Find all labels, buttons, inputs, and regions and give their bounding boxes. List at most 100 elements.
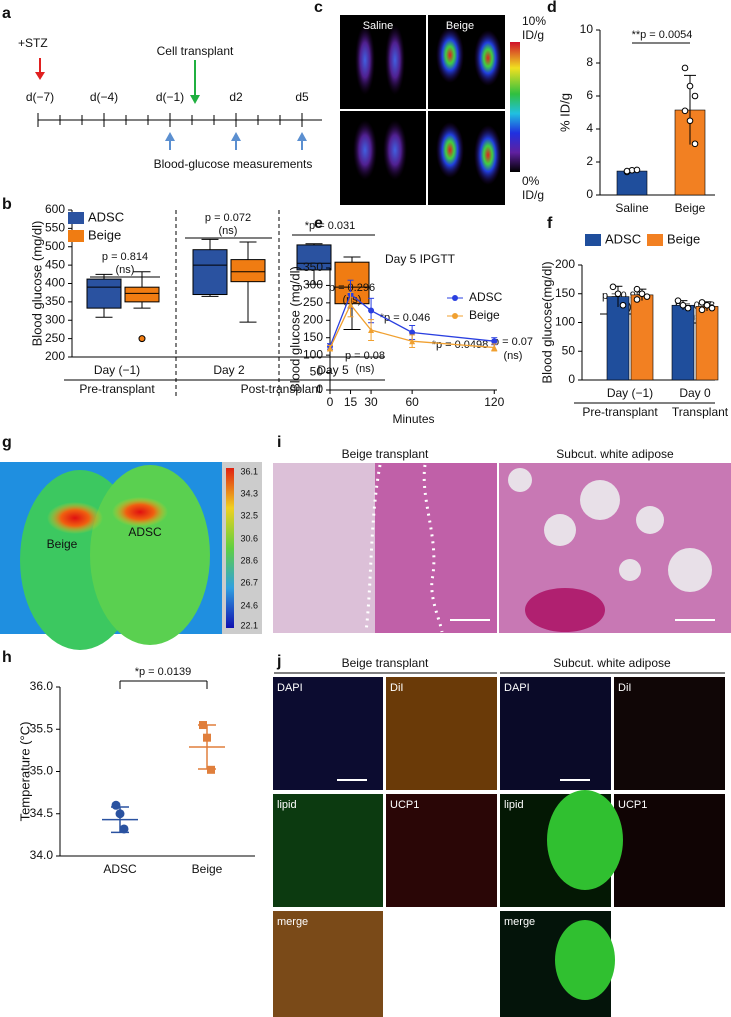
- legend-label: Beige: [469, 308, 500, 322]
- annotation: (ns): [116, 264, 135, 276]
- data-point: [691, 140, 699, 148]
- y-tick-label: 50: [310, 365, 324, 379]
- legend-swatch: [68, 230, 84, 242]
- group-label: Pre-transplant: [79, 382, 155, 396]
- tile-label: DiI: [390, 682, 403, 694]
- bar: [630, 294, 654, 381]
- tile-label: UCP1: [390, 799, 419, 811]
- day-label: d(−4): [90, 90, 118, 104]
- panel-label: g: [2, 434, 12, 451]
- x-tick-label: Day (−1): [607, 386, 653, 400]
- y-tick-label: 8: [586, 55, 593, 69]
- x-tick-label: Day (−1): [94, 363, 140, 377]
- x-tick-label: 15: [344, 395, 358, 409]
- data-point: [681, 107, 689, 115]
- legend-swatch: [647, 234, 663, 246]
- y-tick-label: 350: [45, 294, 65, 308]
- colorbar: [226, 468, 234, 628]
- marker: [368, 327, 375, 334]
- data-point: [708, 304, 716, 312]
- panel-label: c: [314, 0, 323, 16]
- legend-swatch: [68, 212, 84, 224]
- image-title: Beige transplant: [342, 447, 429, 461]
- tile: [386, 794, 497, 907]
- group-label: Post-transplant: [241, 382, 322, 396]
- tile-label: DAPI: [504, 682, 530, 694]
- chart-title: Day 5 IPGTT: [385, 252, 456, 266]
- y-tick-label: 600: [45, 202, 65, 216]
- stz-arrow: [35, 72, 45, 80]
- y-tick-label: 0: [316, 382, 323, 396]
- y-tick-label: 300: [303, 278, 323, 292]
- x-tick-label: Saline: [615, 201, 649, 215]
- box: [334, 261, 370, 305]
- legend-label: ADSC: [88, 209, 124, 224]
- stz-label: +STZ: [18, 36, 48, 50]
- data-point: [633, 285, 641, 293]
- y-axis-label: Temperature (°C): [17, 722, 32, 822]
- bar: [671, 304, 695, 381]
- x-tick-label: Day 2: [213, 363, 245, 377]
- x-tick-label: ADSC: [103, 862, 137, 876]
- x-tick-label: Day 5: [317, 363, 349, 377]
- transplant-arrow: [190, 95, 200, 104]
- day-label: d5: [295, 90, 309, 104]
- data-point: [619, 301, 627, 309]
- bar: [695, 306, 719, 381]
- data-point: [111, 800, 121, 810]
- y-tick-label: 35.5: [30, 721, 54, 735]
- scale-label: 34.3: [240, 488, 258, 498]
- y-axis-label: Blood glucose(mg/dl): [539, 261, 554, 383]
- scale-label: ID/g: [522, 188, 544, 202]
- data-point: [633, 166, 641, 174]
- x-tick-label: 120: [484, 395, 504, 409]
- group-label: Transplant: [672, 405, 729, 419]
- panel-label: i: [277, 434, 281, 451]
- y-tick-label: 0: [586, 187, 593, 201]
- data-point: [698, 306, 706, 314]
- tile: [386, 677, 497, 790]
- legend-label: ADSC: [469, 290, 503, 304]
- y-tick-label: 450: [45, 257, 65, 271]
- x-axis-label: Minutes: [392, 412, 434, 426]
- annotation: p = 0.296: [329, 282, 375, 294]
- panel-label: f: [547, 215, 553, 232]
- tile: [273, 677, 383, 790]
- annotation: (ns): [504, 350, 523, 362]
- scale-label: 10%: [522, 14, 546, 28]
- scale-label: ID/g: [522, 28, 544, 42]
- x-tick-label: Beige: [675, 201, 706, 215]
- marker: [347, 301, 354, 308]
- y-tick-label: 10: [580, 22, 594, 36]
- data-point: [674, 297, 682, 304]
- box: [86, 278, 122, 309]
- box: [230, 259, 266, 283]
- annotation: p = 0.072: [205, 212, 251, 224]
- image-title: Beige transplant: [342, 656, 429, 670]
- data-point: [614, 290, 622, 298]
- tile-label: merge: [504, 916, 535, 928]
- y-tick-label: 250: [303, 295, 323, 309]
- annotation: p = 0.07: [493, 336, 533, 348]
- legend-label: Beige: [88, 227, 121, 242]
- box: [296, 244, 332, 271]
- annotation: *p = 0.0139: [135, 666, 192, 678]
- pet-images: c Saline Beige 10% ID/g 0% ID/g: [314, 0, 546, 205]
- x-tick-label: 30: [364, 395, 378, 409]
- tile-label: DiI: [618, 682, 631, 694]
- transplant-label: Cell transplant: [157, 44, 234, 58]
- data-point: [681, 64, 689, 72]
- tile: [614, 794, 725, 907]
- legend-label: Beige: [667, 231, 700, 246]
- tile-label: merge: [277, 916, 308, 928]
- tile: [614, 677, 725, 790]
- legend-label: ADSC: [605, 231, 641, 246]
- annotation: (ns): [356, 363, 375, 375]
- mouse-label: ADSC: [128, 525, 162, 539]
- annotation: **p = 0.0054: [632, 29, 693, 41]
- data-point: [643, 293, 651, 300]
- y-tick-label: 2: [586, 154, 593, 168]
- y-axis-label: Blood glucose (mg/dl): [29, 221, 44, 347]
- legend-swatch: [585, 234, 601, 246]
